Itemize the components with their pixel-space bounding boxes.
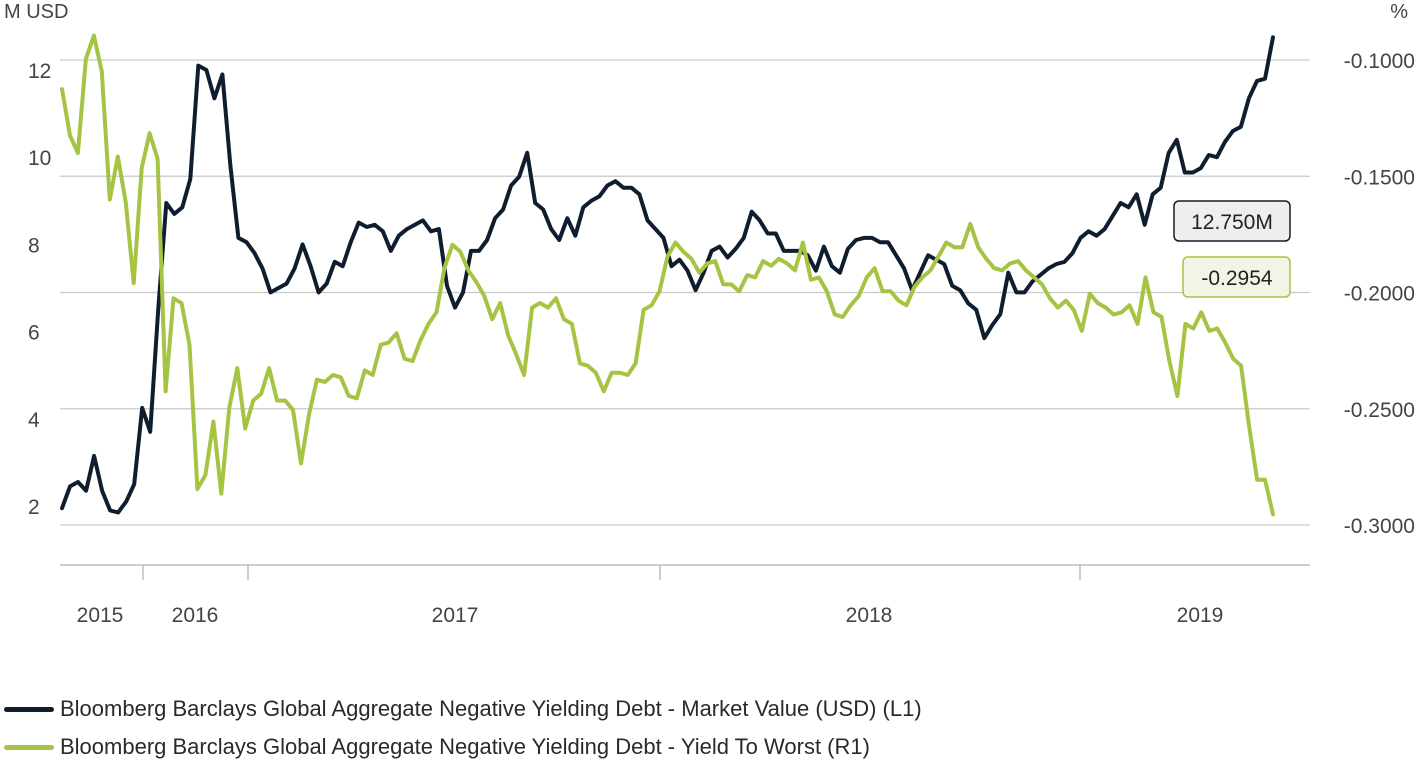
x-tick-label: 2019	[1177, 604, 1224, 627]
left-tick-label: 10	[28, 147, 51, 170]
gridlines	[60, 59, 1310, 526]
last-value-box-market-value	[1173, 200, 1291, 242]
legend-label-market-value: Bloomberg Barclays Global Aggregate Nega…	[60, 696, 922, 721]
x-tick-label: 2017	[432, 604, 479, 627]
right-tick-label: -0.2500	[1344, 399, 1415, 422]
x-tick-label: 2016	[172, 604, 219, 627]
series-line-market-value	[60, 35, 1275, 515]
right-tick-label: -0.1500	[1344, 166, 1415, 189]
right-axis-unit: %	[1390, 1, 1408, 23]
right-tick-label: -0.1000	[1344, 50, 1415, 73]
x-tick-label: 2015	[77, 604, 124, 627]
legend-label-yield-to-worst: Bloomberg Barclays Global Aggregate Nega…	[60, 734, 870, 759]
left-tick-label: 12	[28, 60, 51, 83]
last-value-box-yield-to-worst	[1182, 256, 1291, 298]
series-lines	[60, 33, 1275, 517]
left-tick-label: 8	[28, 234, 40, 257]
series-line-yield-to-worst	[60, 33, 1275, 517]
axes: -0.3000 -0.2500 -0.2000 -0.1500 -0.1000 2 4 6 8 1…	[4, 1, 1415, 627]
legend: Bloomberg Barclays Global Aggregate Nega…	[0, 690, 1424, 766]
right-tick-label: -0.3000	[1344, 515, 1415, 538]
legend-item-yield-to-worst: Bloomberg Barclays Global Aggregate Nega…	[0, 728, 1424, 766]
left-tick-label: 2	[28, 496, 40, 519]
legend-item-market-value: Bloomberg Barclays Global Aggregate Nega…	[0, 690, 1424, 728]
legend-swatch-yield-to-worst	[4, 744, 54, 750]
legend-swatch-market-value	[4, 706, 54, 712]
left-axis-unit: M USD	[4, 1, 68, 23]
x-tick-label: 2018	[846, 604, 893, 627]
last-value-label-market-value: 12.750M	[1191, 211, 1273, 234]
right-tick-label: -0.2000	[1344, 283, 1415, 306]
left-tick-label: 6	[28, 322, 40, 345]
left-tick-label: 4	[28, 409, 40, 432]
last-value-label-yield-to-worst: -0.2954	[1201, 267, 1273, 290]
last-value-labels: 12.750M -0.2954	[1173, 200, 1291, 298]
